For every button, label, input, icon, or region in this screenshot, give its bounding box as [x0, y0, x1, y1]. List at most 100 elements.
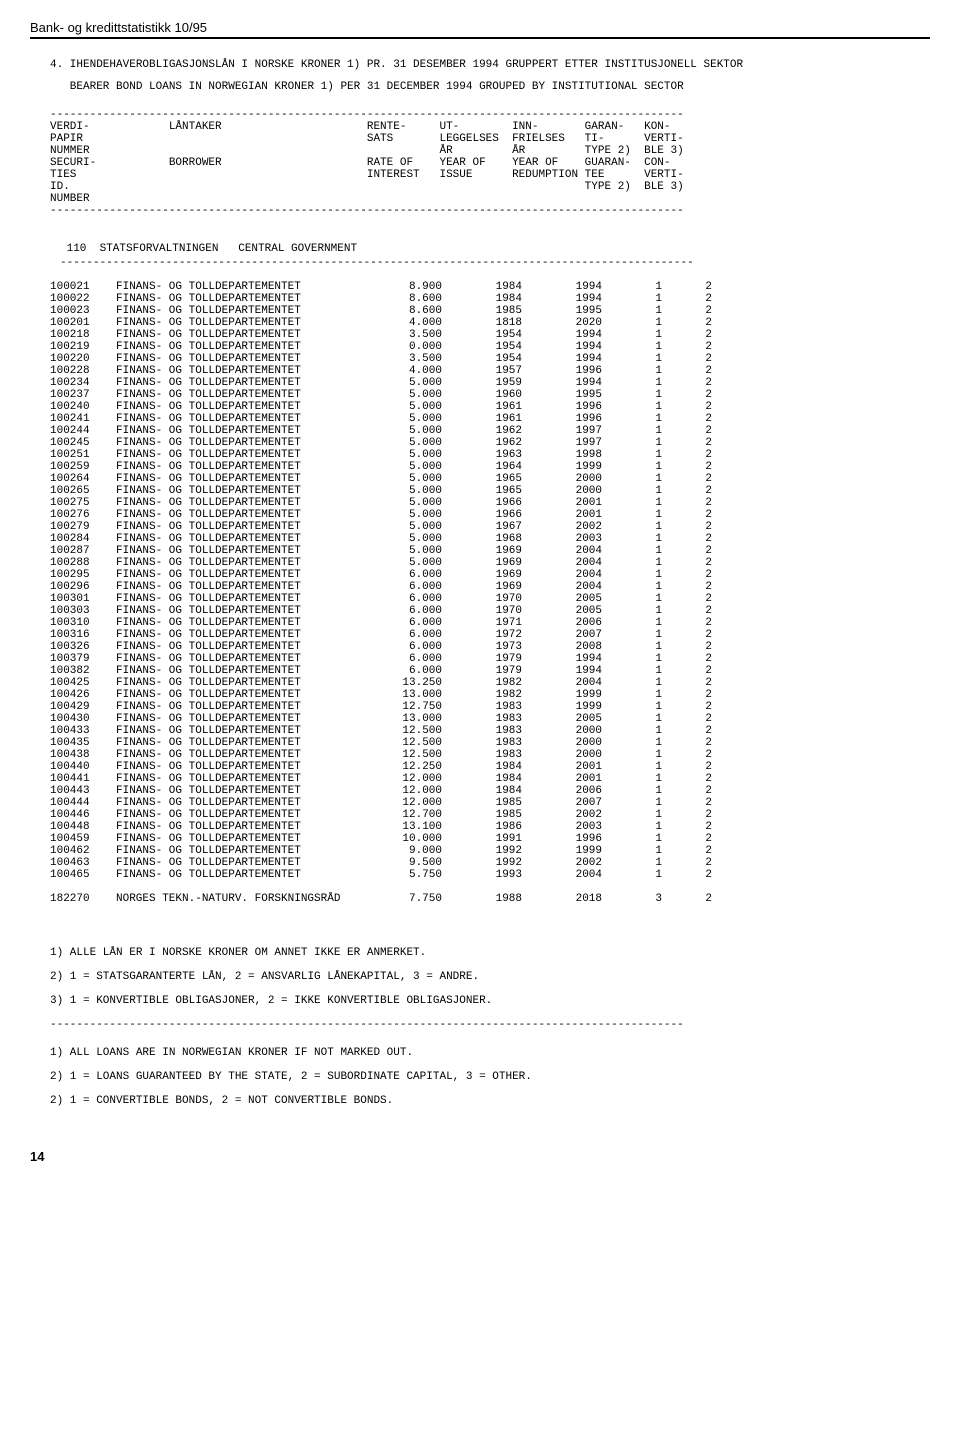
cell-id: 100265 — [50, 485, 116, 497]
cell-year-issue: 1965 — [472, 473, 552, 485]
cell-year-issue: 1954 — [472, 329, 552, 341]
cell-year-issue: 1964 — [472, 461, 552, 473]
cell-rate: 7.750 — [382, 893, 472, 905]
cell-year-redemption: 1999 — [552, 461, 632, 473]
cell-rate: 12.000 — [382, 797, 472, 809]
cell-rate: 6.000 — [382, 665, 472, 677]
cell-year-issue: 1972 — [472, 629, 552, 641]
cell-year-redemption: 1996 — [552, 833, 632, 845]
cell-name: FINANS- OG TOLLDEPARTEMENTET — [116, 401, 382, 413]
cell-name: FINANS- OG TOLLDEPARTEMENTET — [116, 485, 382, 497]
cell-name: FINANS- OG TOLLDEPARTEMENTET — [116, 581, 382, 593]
cell-rate: 10.000 — [382, 833, 472, 845]
cell-year-issue: 1985 — [472, 305, 552, 317]
table-row: 100301FINANS- OG TOLLDEPARTEMENTET6.0001… — [50, 593, 718, 605]
cell-year-issue: 1966 — [472, 497, 552, 509]
cell-rate: 5.750 — [382, 869, 472, 881]
cell-year-issue: 1985 — [472, 809, 552, 821]
cell-convertible: 2 — [692, 725, 718, 737]
table-row: 100228FINANS- OG TOLLDEPARTEMENTET4.0001… — [50, 365, 718, 377]
cell-rate: 5.000 — [382, 449, 472, 461]
table-row: 100240FINANS- OG TOLLDEPARTEMENTET5.0001… — [50, 401, 718, 413]
cell-id: 100245 — [50, 437, 116, 449]
cell-year-issue: 1983 — [472, 737, 552, 749]
cell-guarantee: 1 — [632, 593, 692, 605]
cell-year-redemption: 2004 — [552, 869, 632, 881]
cell-name: FINANS- OG TOLLDEPARTEMENTET — [116, 557, 382, 569]
cell-id: 100296 — [50, 581, 116, 593]
cell-convertible: 2 — [692, 425, 718, 437]
table-row: 100425FINANS- OG TOLLDEPARTEMENTET13.250… — [50, 677, 718, 689]
cell-rate: 12.700 — [382, 809, 472, 821]
cell-name: FINANS- OG TOLLDEPARTEMENTET — [116, 365, 382, 377]
cell-convertible: 2 — [692, 893, 718, 905]
cell-rate: 6.000 — [382, 653, 472, 665]
loans-table-extra: 182270 NORGES TEKN.-NATURV. FORSKNINGSRÅ… — [50, 893, 718, 905]
cell-id: 100426 — [50, 689, 116, 701]
cell-id: 100444 — [50, 797, 116, 809]
cell-year-redemption: 2005 — [552, 605, 632, 617]
cell-id: 100218 — [50, 329, 116, 341]
cell-convertible: 2 — [692, 761, 718, 773]
table-row: 100435FINANS- OG TOLLDEPARTEMENTET12.500… — [50, 737, 718, 749]
table-row: 100021FINANS- OG TOLLDEPARTEMENTET8.9001… — [50, 281, 718, 293]
cell-year-redemption: 1996 — [552, 401, 632, 413]
cell-rate: 13.000 — [382, 689, 472, 701]
cell-name: FINANS- OG TOLLDEPARTEMENTET — [116, 653, 382, 665]
cell-year-redemption: 2004 — [552, 557, 632, 569]
cell-rate: 5.000 — [382, 401, 472, 413]
cell-id: 100301 — [50, 593, 116, 605]
cell-id: 100465 — [50, 869, 116, 881]
cell-guarantee: 1 — [632, 437, 692, 449]
cell-rate: 5.000 — [382, 521, 472, 533]
cell-name: FINANS- OG TOLLDEPARTEMENTET — [116, 677, 382, 689]
cell-guarantee: 1 — [632, 845, 692, 857]
cell-year-issue: 1968 — [472, 533, 552, 545]
cell-guarantee: 1 — [632, 533, 692, 545]
cell-rate: 5.000 — [382, 533, 472, 545]
cell-convertible: 2 — [692, 293, 718, 305]
cell-name: FINANS- OG TOLLDEPARTEMENTET — [116, 737, 382, 749]
cell-id: 100316 — [50, 629, 116, 641]
cell-rate: 5.000 — [382, 425, 472, 437]
table-row: 100430FINANS- OG TOLLDEPARTEMENTET13.000… — [50, 713, 718, 725]
table-row: 100295FINANS- OG TOLLDEPARTEMENTET6.0001… — [50, 569, 718, 581]
cell-name: FINANS- OG TOLLDEPARTEMENTET — [116, 497, 382, 509]
cell-convertible: 2 — [692, 569, 718, 581]
cell-rate: 4.000 — [382, 365, 472, 377]
cell-convertible: 2 — [692, 305, 718, 317]
cell-year-redemption: 1996 — [552, 413, 632, 425]
cell-guarantee: 1 — [632, 341, 692, 353]
cell-year-issue: 1962 — [472, 437, 552, 449]
footnotes-english: 1) ALL LOANS ARE IN NORWEGIAN KRONER IF … — [50, 1035, 930, 1119]
cell-guarantee: 1 — [632, 449, 692, 461]
table-row: 100443FINANS- OG TOLLDEPARTEMENTET12.000… — [50, 785, 718, 797]
cell-id: 100438 — [50, 749, 116, 761]
cell-name: FINANS- OG TOLLDEPARTEMENTET — [116, 449, 382, 461]
cell-name: FINANS- OG TOLLDEPARTEMENTET — [116, 797, 382, 809]
table-row: 182270 NORGES TEKN.-NATURV. FORSKNINGSRÅ… — [50, 893, 718, 905]
cell-name: FINANS- OG TOLLDEPARTEMENTET — [116, 461, 382, 473]
cell-rate: 12.000 — [382, 785, 472, 797]
cell-rate: 12.500 — [382, 725, 472, 737]
cell-rate: 12.000 — [382, 773, 472, 785]
cell-id: 100241 — [50, 413, 116, 425]
table-row: 100218FINANS- OG TOLLDEPARTEMENTET3.5001… — [50, 329, 718, 341]
cell-year-redemption: 1994 — [552, 329, 632, 341]
table-row: 100022FINANS- OG TOLLDEPARTEMENTET8.6001… — [50, 293, 718, 305]
cell-year-redemption: 2005 — [552, 713, 632, 725]
cell-name: FINANS- OG TOLLDEPARTEMENTET — [116, 341, 382, 353]
cell-convertible: 2 — [692, 521, 718, 533]
cell-convertible: 2 — [692, 773, 718, 785]
cell-id: 100279 — [50, 521, 116, 533]
cell-guarantee: 1 — [632, 485, 692, 497]
cell-name: FINANS- OG TOLLDEPARTEMENTET — [116, 389, 382, 401]
column-header-row: PAPIR SATS LEGGELSES FRIELSES TI- VERTI- — [50, 133, 930, 145]
table-row: 100265FINANS- OG TOLLDEPARTEMENTET5.0001… — [50, 485, 718, 497]
cell-rate: 6.000 — [382, 605, 472, 617]
cell-id: 100228 — [50, 365, 116, 377]
cell-convertible: 2 — [692, 377, 718, 389]
cell-guarantee: 1 — [632, 413, 692, 425]
cell-year-issue: 1992 — [472, 857, 552, 869]
cell-convertible: 2 — [692, 617, 718, 629]
